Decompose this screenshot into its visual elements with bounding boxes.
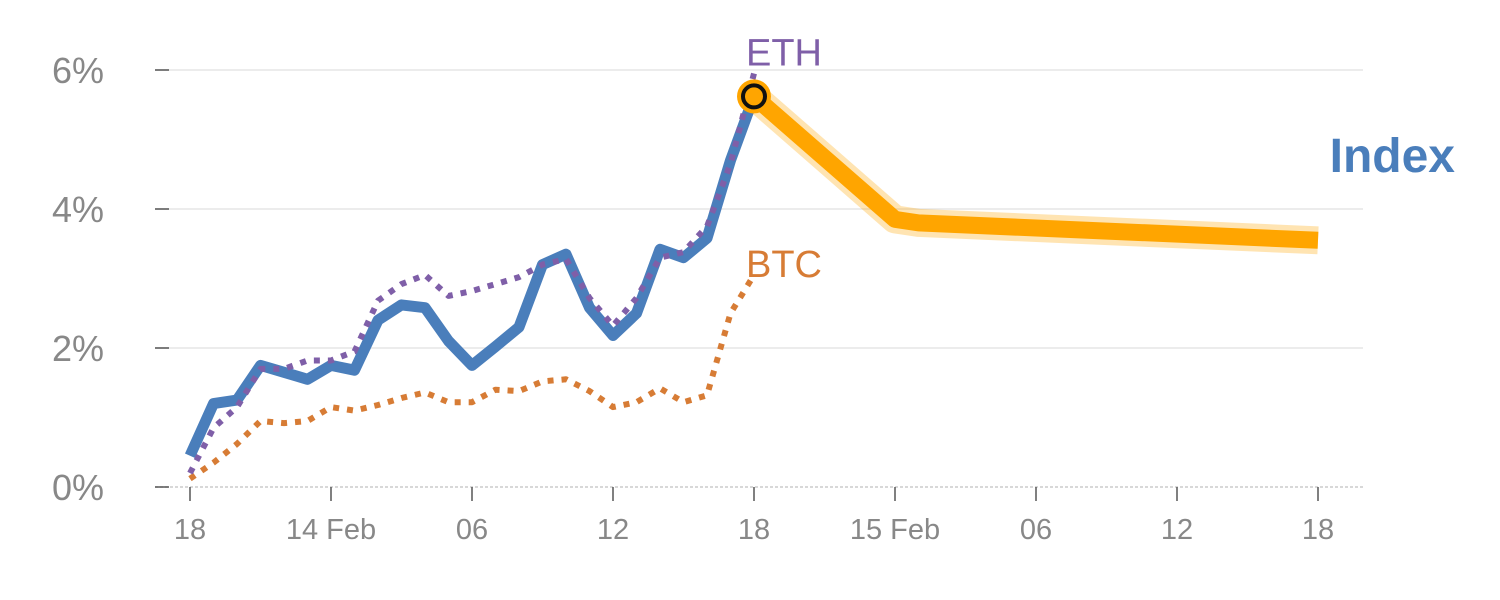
y-tick-label: 0% [52,467,104,508]
highlight-point [741,83,767,110]
x-tick-label: 18 [174,514,206,546]
x-tick-label: 12 [597,514,629,546]
x-tick-label: 06 [1020,514,1052,546]
eth-series-label: ETH [746,32,822,74]
x-axis: 18 14 Feb 06 12 18 15 Feb 06 12 18 [174,487,1334,546]
x-tick-label: 14 Feb [286,514,376,546]
x-tick-label: 15 Feb [850,514,940,546]
eth-series-line [187,72,757,475]
x-tick-label: 12 [1161,514,1193,546]
y-tick-label: 2% [52,328,104,369]
index-series-line [184,94,760,458]
y-tick-label: 4% [52,189,104,230]
x-tick-label: 18 [1302,514,1334,546]
btc-series-label: BTC [746,244,822,286]
index-series-label: Index [1330,130,1456,183]
x-tick-label: 06 [456,514,488,546]
index-projection-line [748,89,1319,249]
y-axis: 0% 2% 4% 6% [52,50,169,508]
highlight-marker [737,79,771,114]
series-labels: ETH BTC Index [746,32,1455,286]
y-tick-label: 6% [52,50,104,91]
btc-series-line [188,273,757,482]
x-tick-label: 18 [738,514,770,546]
series-lines [184,72,1319,482]
